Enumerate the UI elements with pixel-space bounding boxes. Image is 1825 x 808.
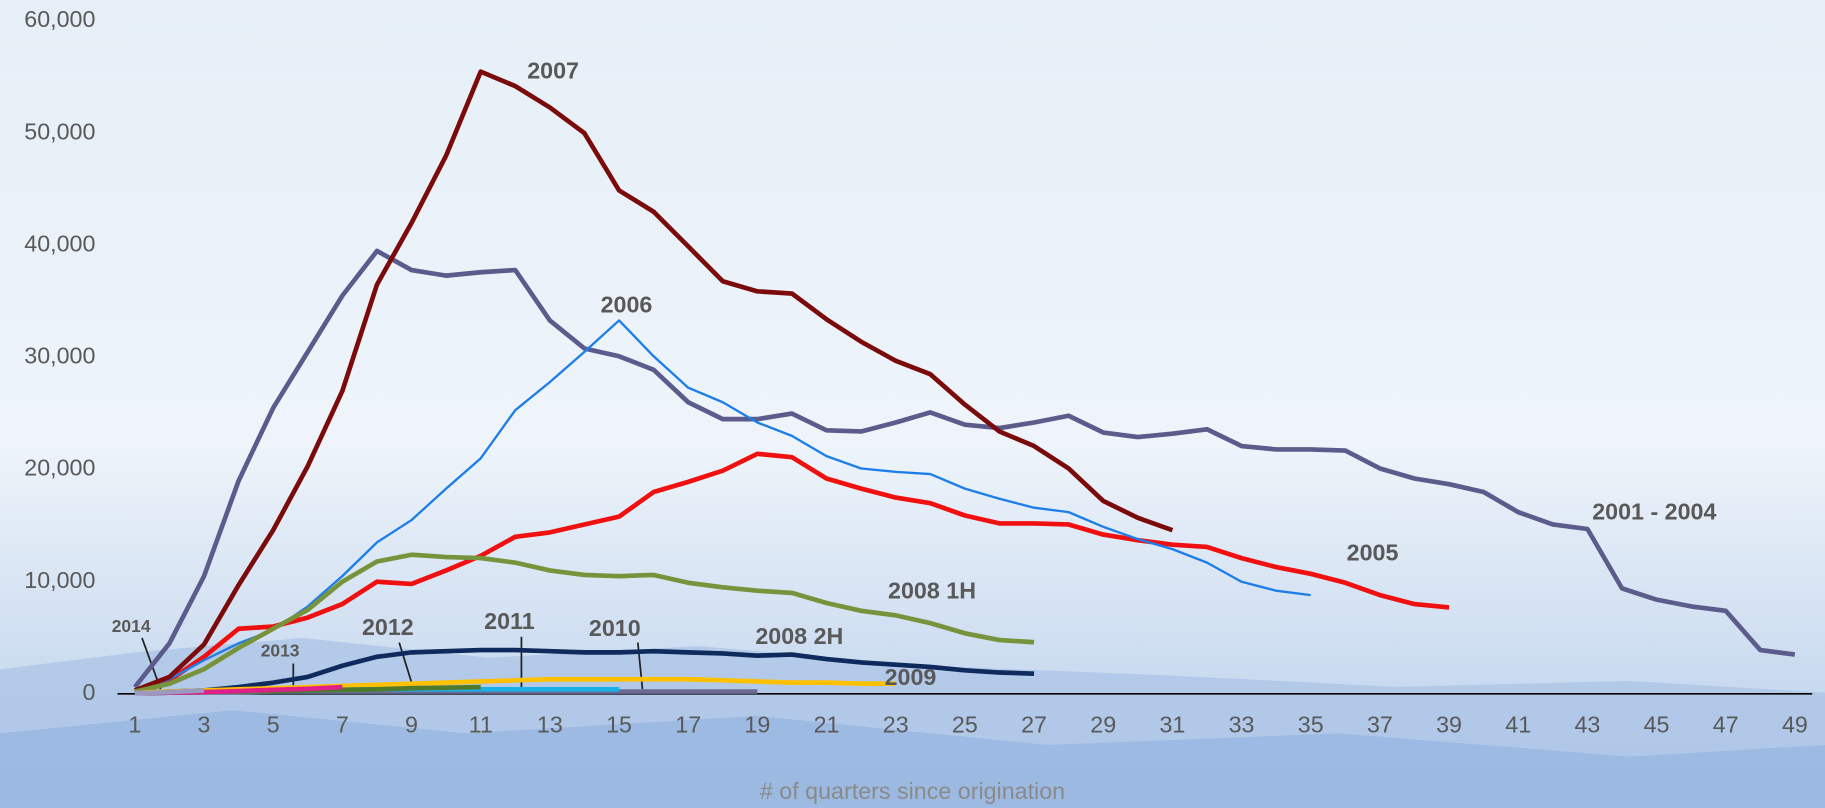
x-tick-label: 9 — [405, 712, 418, 738]
series-line — [134, 319, 1311, 692]
x-tick-label: 47 — [1713, 712, 1739, 738]
x-tick-label: 25 — [952, 712, 978, 738]
y-tick-label: 10,000 — [24, 567, 95, 593]
x-tick-label: 23 — [883, 712, 909, 738]
series-label: 2009 — [885, 664, 937, 690]
x-tick-label: 11 — [469, 712, 493, 738]
y-tick-label: 0 — [82, 679, 95, 705]
x-tick-label: 41 — [1505, 712, 1531, 738]
x-tick-label: 49 — [1782, 712, 1808, 738]
x-tick-label: 13 — [537, 712, 563, 738]
x-tick-label: 7 — [336, 712, 349, 738]
x-tick-label: 35 — [1298, 712, 1324, 738]
series-line — [134, 552, 1035, 694]
y-tick-label: 60,000 — [24, 6, 95, 32]
y-tick-label: 40,000 — [24, 230, 95, 256]
series-label: 2007 — [527, 57, 579, 83]
x-tick-label: 37 — [1367, 712, 1393, 738]
series-line — [134, 451, 1450, 693]
series-label: 2008 1H — [888, 578, 976, 604]
x-tick-label: 31 — [1159, 712, 1185, 738]
series-label: 2010 — [589, 615, 641, 641]
series-line — [134, 688, 205, 696]
x-tick-label: 3 — [198, 712, 211, 738]
x-tick-label: 15 — [606, 712, 632, 738]
x-tick-label: 33 — [1229, 712, 1255, 738]
x-tick-label: 21 — [814, 712, 840, 738]
series-line — [134, 69, 1174, 693]
y-tick-label: 50,000 — [24, 118, 95, 144]
y-tick-label: 30,000 — [24, 343, 95, 369]
series-label: 2013 — [261, 641, 300, 661]
x-tick-label: 17 — [675, 712, 701, 738]
series-label: 2006 — [601, 291, 653, 317]
series-label: 2005 — [1347, 539, 1399, 565]
series-label: 2008 2H — [755, 623, 843, 649]
series-label: 2011 — [484, 608, 535, 634]
y-tick-label: 20,000 — [24, 455, 95, 481]
series-label: 2012 — [362, 614, 414, 640]
mountains-front — [0, 710, 1825, 808]
series-label: 2001 - 2004 — [1592, 499, 1716, 525]
x-tick-label: 1 — [128, 712, 141, 738]
x-tick-label: 27 — [1021, 712, 1047, 738]
x-tick-label: 5 — [267, 712, 280, 738]
x-tick-label: 29 — [1090, 712, 1116, 738]
series-line — [134, 647, 1035, 695]
x-tick-label: 45 — [1644, 712, 1670, 738]
series-line — [133, 248, 1796, 689]
series-label: 2014 — [112, 616, 151, 636]
x-tick-label: 19 — [744, 712, 770, 738]
x-axis-label: # of quarters since origination — [760, 778, 1065, 804]
x-tick-label: 39 — [1436, 712, 1462, 738]
x-tick-label: 43 — [1574, 712, 1600, 738]
